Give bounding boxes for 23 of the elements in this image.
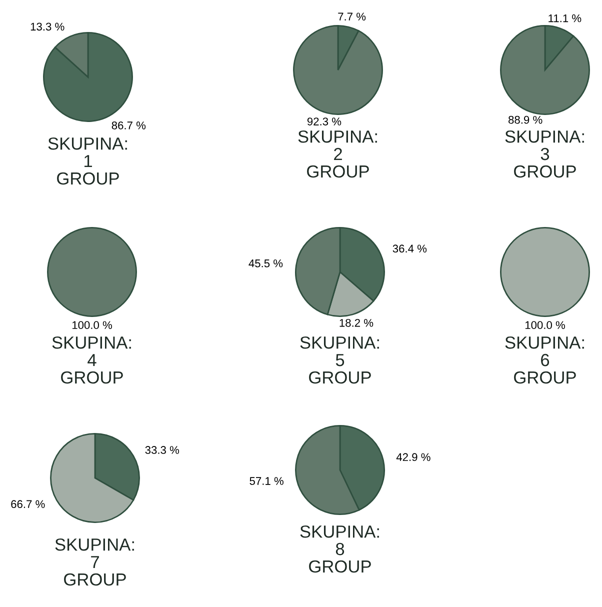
data-label: 42.9 % [396,453,430,462]
data-label: 92.3 % [307,118,342,126]
data-label: 86.7 % [112,121,146,130]
data-label: 11.1 % [548,14,582,22]
text: SKUPINA: 1 GROUP [48,137,127,185]
data-label: 88.9 % [508,116,542,124]
data-label: 7.7 % [338,12,366,20]
text: SKUPINA: 6 GROUP [505,336,584,384]
data-label: 45.5 % [248,259,283,268]
text: SKUPINA: 7 GROUP [55,538,134,586]
data-label: 66.7 % [11,500,45,508]
text: SKUPINA: 3 GROUP [505,130,584,178]
data-label: 33.3 % [145,446,180,454]
data-label: 100.0 % [72,321,112,330]
text: SKUPINA: 4 GROUP [52,336,131,384]
data-label: 100.0 % [525,321,565,330]
data-label: 36.4 % [392,244,427,253]
text: SKUPINA: 2 GROUP [298,130,377,178]
text: SKUPINA: 8 GROUP [300,525,379,573]
data-label: 57.1 % [250,477,284,485]
text: SKUPINA: 5 GROUP [300,336,379,384]
data-label: 18.2 % [340,318,374,327]
data-label: 13.3 % [30,22,64,31]
